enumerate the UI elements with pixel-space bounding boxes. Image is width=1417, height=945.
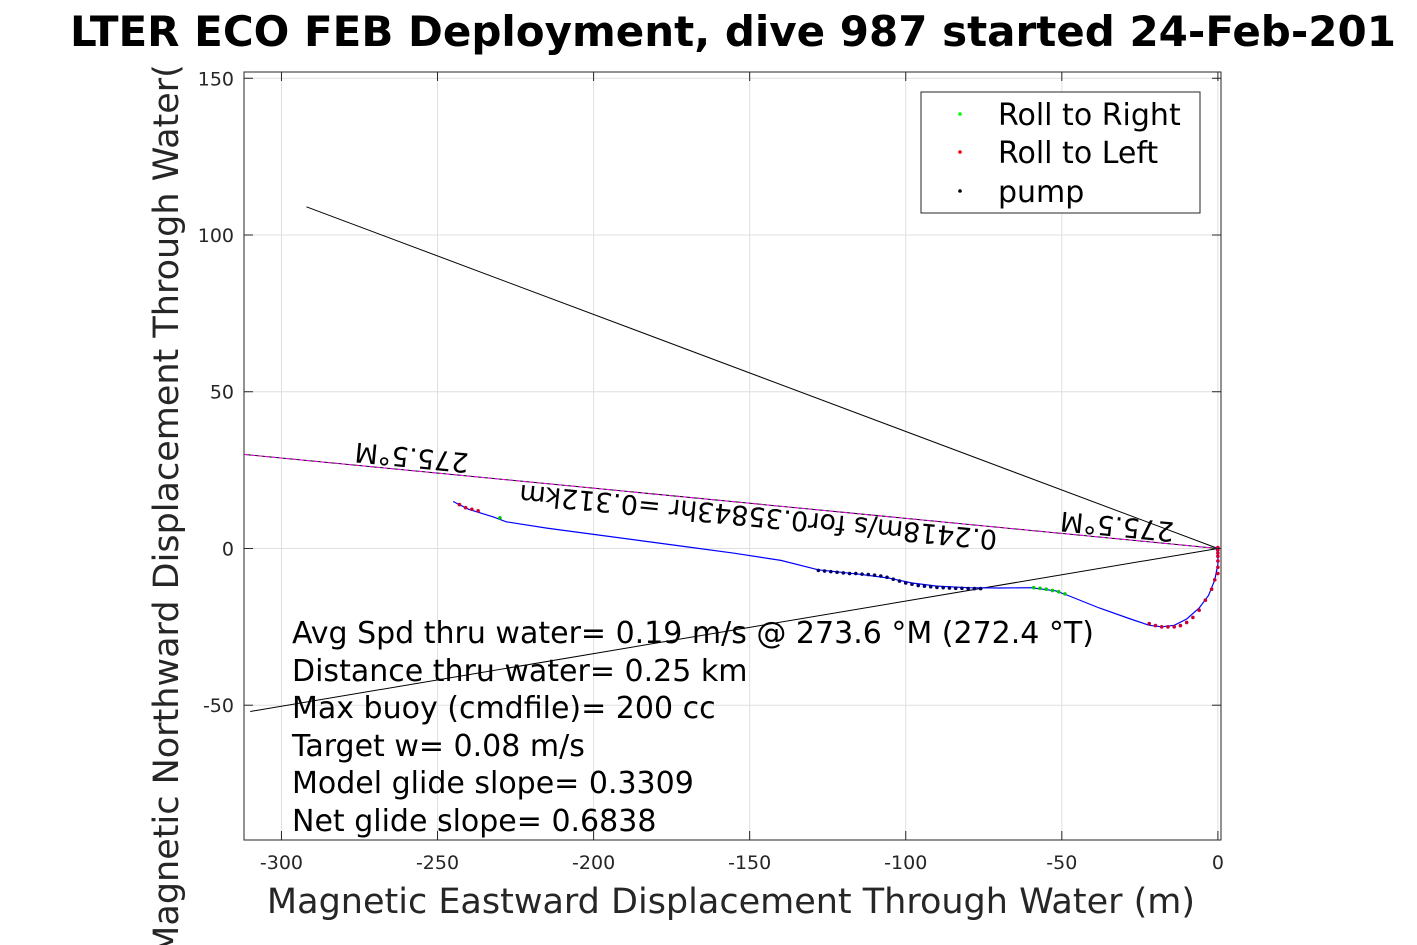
roll-to-right-point (1044, 587, 1049, 592)
x-tick-label: -50 (1046, 852, 1077, 874)
pump-point (822, 569, 827, 573)
chart-title: LTER ECO FEB Deployment, dive 987 starte… (70, 7, 1396, 56)
legend-marker-pump (958, 189, 962, 193)
roll-to-left-point (1184, 620, 1189, 625)
roll-to-left-point (470, 507, 474, 512)
roll-to-left-point (1191, 615, 1195, 620)
y-tick-label: 100 (198, 225, 234, 247)
pump-point (916, 583, 921, 588)
roll-to-left-point (1203, 598, 1208, 602)
pump-point (878, 574, 883, 578)
roll-to-left-point (1197, 608, 1201, 613)
y-tick-labels: -50 0 50 100 150 (198, 68, 234, 717)
roll-to-left-point (1216, 559, 1220, 563)
pump-point (891, 577, 896, 581)
x-tick-label: -150 (728, 852, 771, 874)
roll-to-right-point (1063, 592, 1067, 596)
roll-to-left-point (1216, 571, 1220, 576)
pump-point (910, 582, 914, 587)
roll-to-right-point (1038, 586, 1042, 591)
legend-marker-roll-to-left (958, 150, 962, 154)
roll-to-left-point (1216, 551, 1220, 555)
pump-point (841, 571, 846, 575)
x-tick-labels: -300 -250 -200 -150 -100 -50 0 (260, 852, 1224, 874)
x-tick-label: 0 (1212, 852, 1224, 874)
pump-point (829, 569, 833, 574)
pump-point (972, 586, 977, 591)
y-tick-label: 150 (198, 68, 234, 90)
heading-line-overlay (243, 453, 1218, 549)
legend-label-pump: pump (998, 175, 1084, 210)
y-gridlines (244, 77, 1221, 706)
legend-label-roll-to-left: Roll to Left (998, 136, 1158, 171)
y-tick-label: -50 (203, 695, 234, 717)
roll-to-right-point (1050, 588, 1055, 593)
stat-net-glide-slope: Net glide slope= 0.6838 (292, 804, 656, 839)
legend-marker-roll-to-right (958, 112, 962, 116)
stat-target-w: Target w= 0.08 m/s (291, 729, 585, 764)
pump-point (966, 586, 970, 591)
x-tick-label: -250 (416, 852, 459, 874)
pump-point (935, 585, 939, 590)
y-tick-label: 0 (222, 538, 234, 560)
x-axis-label: Magnetic Eastward Displacement Through W… (267, 882, 1195, 922)
pump-point (928, 584, 933, 589)
line-to-upper-left (306, 206, 1219, 549)
legend: Roll to Right Roll to Left pump (920, 91, 1201, 214)
legend-box (920, 91, 1201, 214)
pump-point (847, 571, 852, 576)
roll-to-left-point (1166, 625, 1170, 629)
pump-point (903, 581, 908, 585)
pump-point (860, 572, 864, 576)
roll-to-right-point (1056, 589, 1061, 594)
roll-to-left-point (457, 502, 462, 507)
roll-to-left-point (1178, 623, 1183, 628)
roll-to-right-point (498, 515, 502, 520)
pump-point (897, 579, 902, 583)
x-tick-label: -300 (260, 852, 303, 874)
roll-to-left-point (476, 509, 480, 513)
reference-lines (243, 206, 1219, 712)
x-tick-label: -200 (572, 852, 615, 874)
stat-max-buoy: Max buoy (cmdfile)= 200 cc (292, 691, 716, 726)
y-axis-label: Magnetic Northward Displacement Through … (147, 64, 187, 945)
pump-point (835, 570, 839, 575)
roll-to-left-point (1209, 587, 1214, 592)
track-markers (457, 502, 1220, 629)
roll-to-left-point (1153, 623, 1158, 628)
roll-to-right-point (1031, 585, 1036, 590)
pump-point (953, 586, 958, 591)
pump-point (885, 575, 889, 580)
roll-to-left-point (1212, 578, 1217, 582)
stat-distance: Distance thru water= 0.25 km (292, 654, 747, 689)
stats-block: Avg Spd thru water= 0.19 m/s @ 273.6 °M … (291, 616, 1094, 839)
axis-ticks (244, 72, 1221, 840)
pump-point (922, 584, 927, 588)
roll-to-left-point (1216, 565, 1220, 570)
pump-point (866, 572, 871, 577)
x-tick-label: -100 (884, 852, 927, 874)
pump-point (978, 586, 983, 591)
roll-to-left-point (463, 505, 468, 510)
pump-point (947, 586, 952, 590)
y-tick-label: 50 (210, 382, 234, 404)
pump-point (853, 571, 858, 576)
line-to-lower-left (250, 547, 1218, 712)
x-gridlines (280, 72, 1219, 840)
roll-to-left-point (1159, 625, 1164, 629)
roll-to-left-point (1216, 554, 1220, 559)
pump-point (816, 568, 821, 573)
pump-point (960, 586, 964, 591)
glider-track (452, 500, 1219, 628)
legend-label-roll-to-right: Roll to Right (998, 98, 1181, 133)
stat-avg-speed: Avg Spd thru water= 0.19 m/s @ 273.6 °M … (292, 616, 1094, 651)
pump-point (941, 585, 945, 590)
roll-to-left-point (1172, 625, 1176, 629)
axes-box (243, 71, 1222, 841)
stat-model-glide-slope: Model glide slope= 0.3309 (292, 766, 694, 801)
roll-to-left-point (1147, 621, 1152, 626)
pump-point (872, 573, 877, 577)
track-line (452, 500, 1219, 628)
